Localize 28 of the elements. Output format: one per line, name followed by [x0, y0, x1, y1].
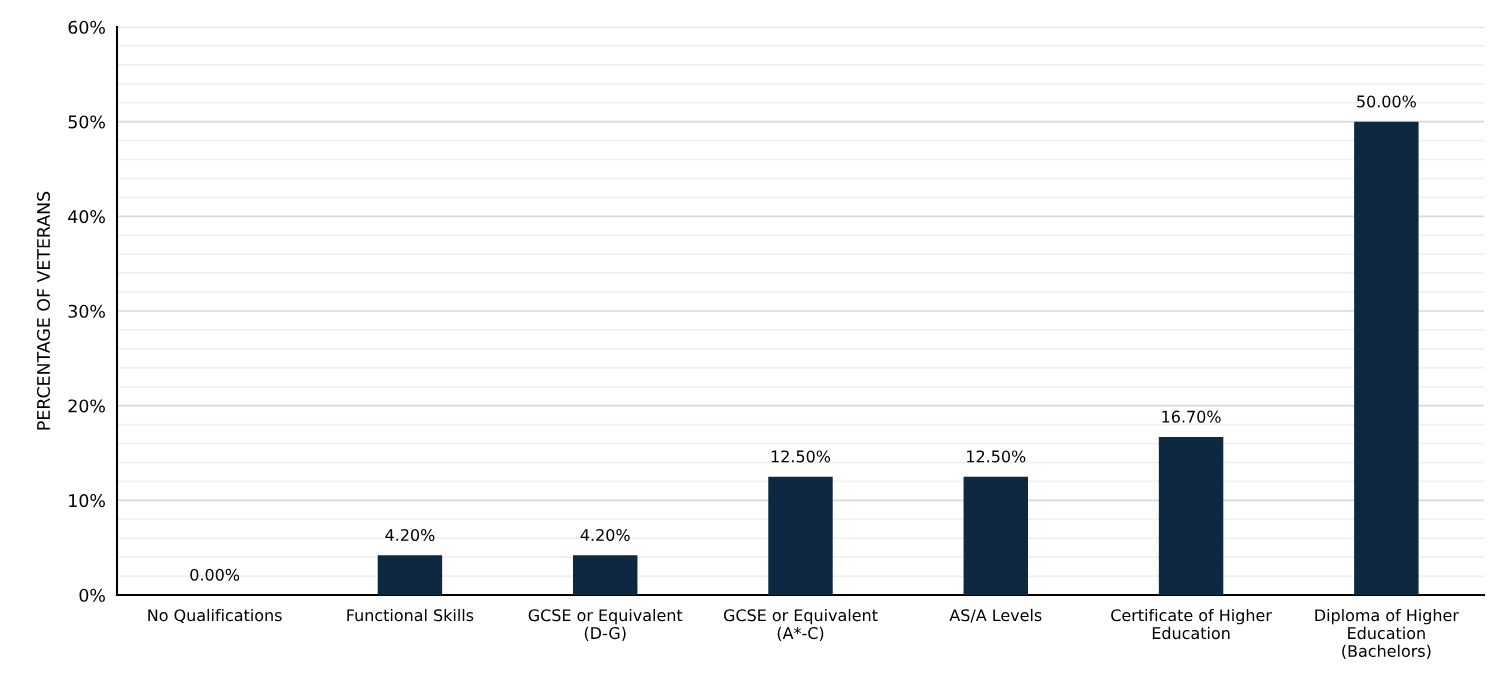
x-tick-label: Functional Skills [347, 608, 474, 622]
x-tick-label: Certificate of Higher Education [1111, 608, 1272, 640]
data-label: 4.20% [385, 528, 435, 542]
y-tick-label: 50% [68, 115, 105, 129]
y-tick-label: 20% [68, 399, 105, 413]
data-label: 4.20% [580, 528, 630, 542]
bar [963, 476, 1029, 595]
x-tick-label: GCSE or Equivalent (A*-C) [723, 608, 878, 642]
x-tick-label: No Qualifications [148, 608, 282, 624]
y-tick-label: 60% [68, 20, 105, 34]
bar [768, 476, 833, 595]
bar [377, 555, 443, 595]
data-label: 12.50% [771, 450, 831, 463]
bar [1354, 121, 1419, 595]
x-tick-label: GCSE or Equivalent (D-G) [528, 608, 683, 642]
bar [1158, 436, 1224, 595]
y-tick-label: 30% [68, 304, 105, 318]
y-tick-label: 10% [69, 494, 105, 508]
y-tick-label: 0% [79, 588, 105, 602]
data-label: 16.70% [1162, 410, 1221, 423]
data-label: 0.00% [190, 568, 240, 581]
y-axis-title: PERCENTAGE OF VETERANS [36, 191, 51, 430]
y-tick-label: 40% [68, 210, 105, 224]
x-tick-label: AS/A Levels [949, 608, 1042, 623]
data-label: 50.00% [1357, 95, 1416, 108]
data-label: 12.50% [967, 450, 1026, 463]
x-tick-label: Diploma of Higher Education (Bachelors) [1315, 608, 1459, 659]
bar [572, 555, 638, 595]
